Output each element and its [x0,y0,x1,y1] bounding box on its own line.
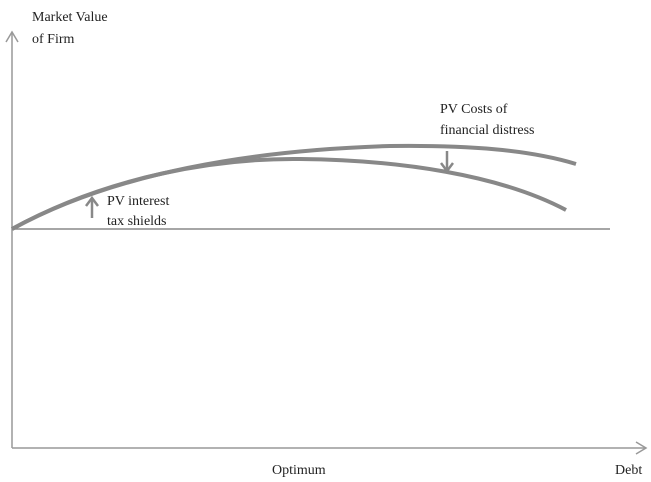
y-axis-label: Market Value [32,10,108,25]
value-with-distress [11,156,567,231]
distress-label: financial distress [440,123,534,138]
tax-shield-label: tax shields [107,214,167,229]
y-axis-label: of Firm [32,32,75,47]
optimum-label: Optimum [272,463,326,478]
distress-label: PV Costs of [440,102,508,117]
distress-arrow-head [440,162,454,174]
x-axis-arrow [635,441,648,455]
y-axis-arrow [5,30,19,43]
tax-shield-label: PV interest [107,194,169,209]
x-axis-label: Debt [615,463,642,478]
tax-shield-arrow-head [85,195,99,207]
